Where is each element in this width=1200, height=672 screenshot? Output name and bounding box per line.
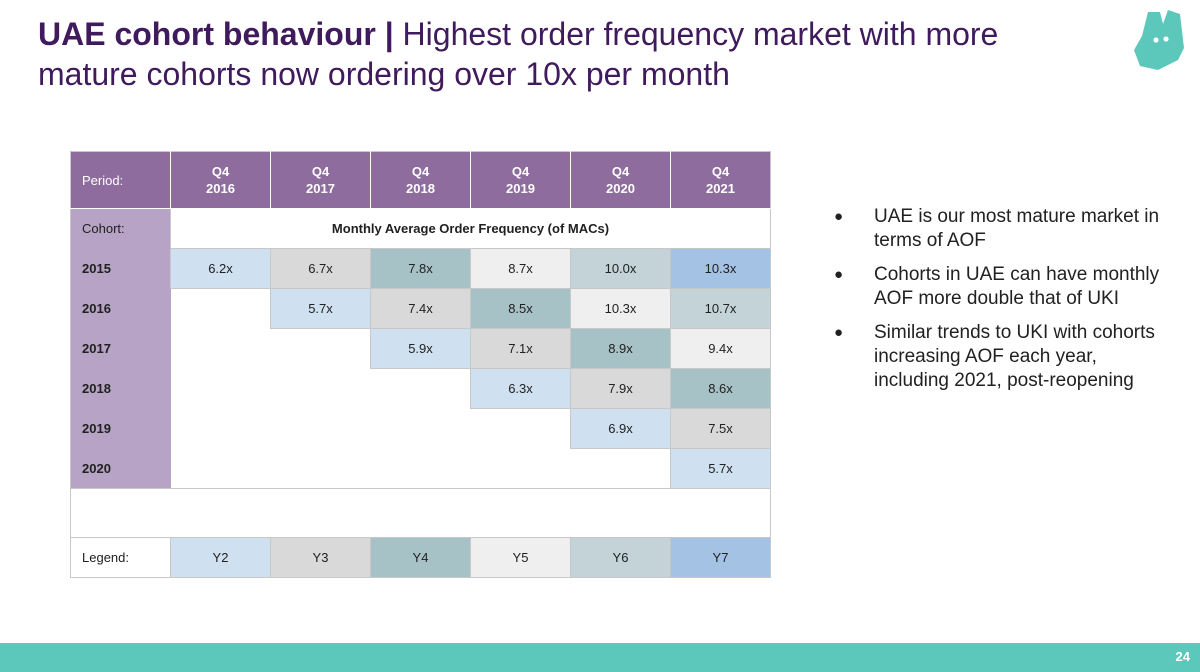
kangaroo-logo-icon [1134, 10, 1184, 70]
title-bold: UAE cohort behaviour [38, 16, 376, 52]
aof-cell: 7.5x [670, 408, 771, 449]
cohort-label: Cohort: [70, 208, 171, 249]
cohort-year: 2015 [70, 248, 171, 289]
cohort-year: 2019 [70, 408, 171, 449]
aof-cell: 8.7x [470, 248, 571, 289]
spacer-cell [70, 488, 771, 538]
legend-swatch: Y5 [470, 537, 571, 578]
aof-cell: 7.9x [570, 368, 671, 409]
cohort-year: 2016 [70, 288, 171, 329]
bullet-item: Similar trends to UKI with cohorts incre… [830, 321, 1160, 393]
aof-cell: 6.7x [270, 248, 371, 289]
table-row: 2020 5.7x [70, 448, 771, 489]
empty-cell [370, 448, 471, 489]
table-row: 2019 6.9x 7.5x [70, 408, 771, 449]
aof-cell: 10.3x [670, 248, 771, 289]
aof-cell: 10.7x [670, 288, 771, 329]
table-row: 2015 6.2x 6.7x 7.8x 8.7x 10.0x 10.3x [70, 248, 771, 289]
empty-cell [170, 328, 271, 369]
cohort-year: 2018 [70, 368, 171, 409]
empty-cell [170, 368, 271, 409]
legend-swatch: Y2 [170, 537, 271, 578]
empty-cell [270, 408, 371, 449]
aof-cell: 5.9x [370, 328, 471, 369]
period-header: Q4 2021 [670, 151, 771, 209]
title-separator: | [375, 16, 403, 52]
period-header: Q4 2016 [170, 151, 271, 209]
legend-swatch: Y7 [670, 537, 771, 578]
empty-cell [370, 408, 471, 449]
metric-label: Monthly Average Order Frequency (of MACs… [170, 208, 771, 249]
aof-cell: 10.3x [570, 288, 671, 329]
legend-label: Legend: [70, 537, 171, 578]
cohort-table: Period: Q4 2016 Q4 2017 Q4 2018 Q4 2019 Q4 20… [70, 151, 771, 578]
footer-bar: 24 [0, 643, 1200, 672]
empty-cell [470, 408, 571, 449]
empty-cell [170, 288, 271, 329]
legend-swatch: Y4 [370, 537, 471, 578]
page-title: UAE cohort behaviour | Highest order fre… [38, 14, 1098, 94]
legend-swatch: Y6 [570, 537, 671, 578]
empty-cell [570, 448, 671, 489]
period-header: Q4 2019 [470, 151, 571, 209]
period-label: Period: [70, 151, 171, 209]
cohort-year: 2017 [70, 328, 171, 369]
bullet-item: Cohorts in UAE can have monthly AOF more… [830, 263, 1160, 311]
aof-cell: 8.6x [670, 368, 771, 409]
title-rest: Highest order frequency market with more… [38, 16, 999, 92]
table-row: 2016 5.7x 7.4x 8.5x 10.3x 10.7x [70, 288, 771, 329]
aof-cell: 7.1x [470, 328, 571, 369]
empty-cell [270, 368, 371, 409]
empty-cell [270, 328, 371, 369]
aof-cell: 6.3x [470, 368, 571, 409]
cohort-header-row: Cohort: Monthly Average Order Frequency … [70, 208, 771, 249]
aof-cell: 6.2x [170, 248, 271, 289]
empty-cell [470, 448, 571, 489]
empty-cell [370, 368, 471, 409]
period-header: Q4 2018 [370, 151, 471, 209]
aof-cell: 5.7x [670, 448, 771, 489]
empty-cell [170, 408, 271, 449]
period-header-row: Period: Q4 2016 Q4 2017 Q4 2018 Q4 2019 Q4 20… [70, 151, 771, 209]
aof-cell: 9.4x [670, 328, 771, 369]
table-row: 2018 6.3x 7.9x 8.6x [70, 368, 771, 409]
aof-cell: 6.9x [570, 408, 671, 449]
aof-cell: 7.4x [370, 288, 471, 329]
period-header: Q4 2017 [270, 151, 371, 209]
bullet-list: UAE is our most mature market in terms o… [830, 205, 1160, 403]
legend-swatch: Y3 [270, 537, 371, 578]
legend-row: Legend: Y2 Y3 Y4 Y5 Y6 Y7 [70, 537, 771, 578]
table-row: 2017 5.9x 7.1x 8.9x 9.4x [70, 328, 771, 369]
cohort-year: 2020 [70, 448, 171, 489]
period-header: Q4 2020 [570, 151, 671, 209]
empty-cell [170, 448, 271, 489]
spacer-row [70, 488, 771, 538]
aof-cell: 10.0x [570, 248, 671, 289]
aof-cell: 8.9x [570, 328, 671, 369]
page-number: 24 [1175, 649, 1190, 664]
aof-cell: 8.5x [470, 288, 571, 329]
aof-cell: 7.8x [370, 248, 471, 289]
bullet-item: UAE is our most mature market in terms o… [830, 205, 1160, 253]
empty-cell [270, 448, 371, 489]
aof-cell: 5.7x [270, 288, 371, 329]
